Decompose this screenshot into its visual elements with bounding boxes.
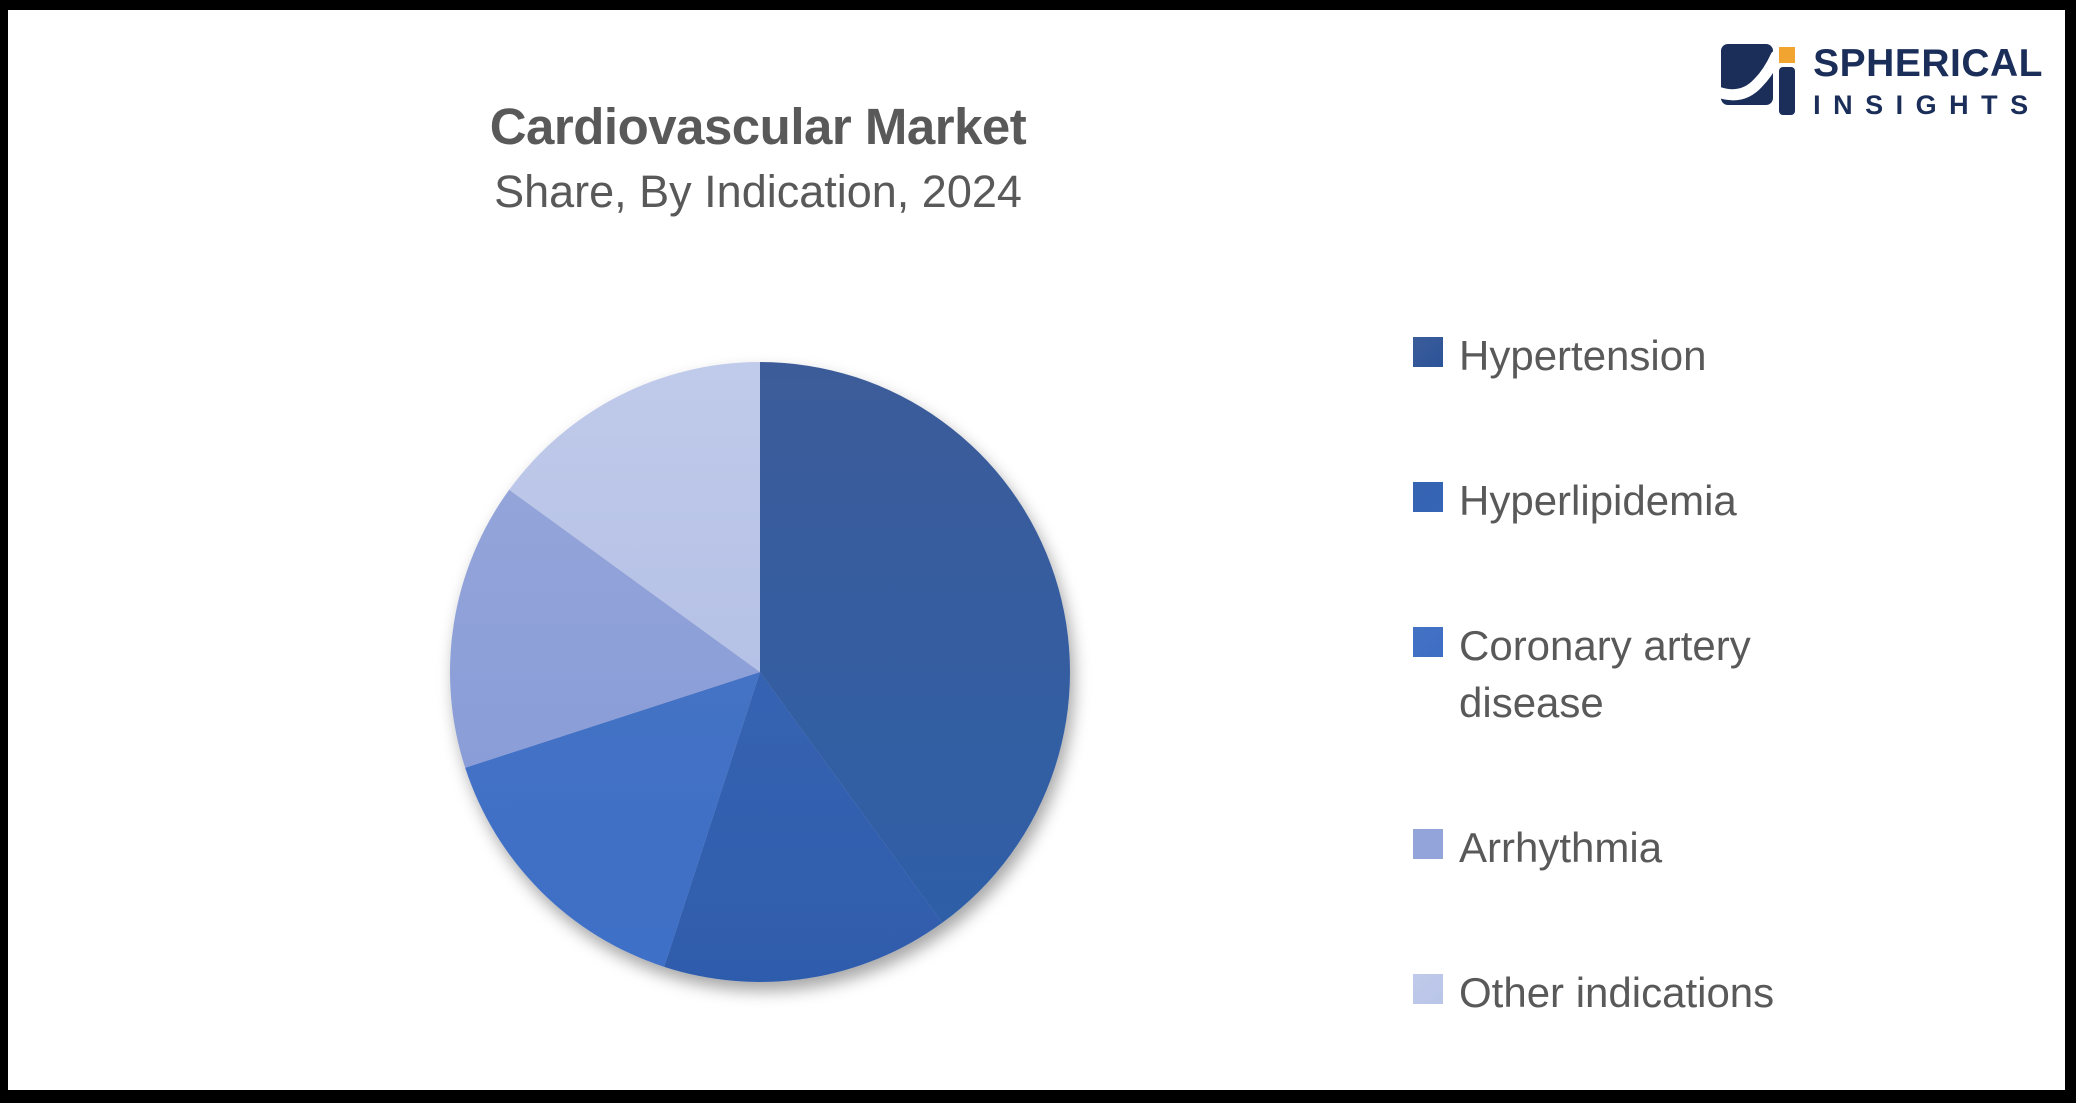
chart-title: Cardiovascular Market — [489, 98, 1027, 155]
slide-background: Cardiovascular Market Share, By Indicati… — [8, 10, 2065, 1090]
pie-chart — [422, 334, 1102, 1014]
legend-swatch — [1413, 974, 1443, 1005]
legend-label: Arrhythmia — [1459, 824, 1663, 872]
logo-wordmark: SPHERICAL INSIGHTS — [1813, 44, 2043, 119]
chart-legend: Hypertension Hyperlipidemia Coronary arter… — [1413, 328, 1845, 1022]
legend-swatch — [1413, 337, 1443, 367]
chart-title-block: Cardiovascular Market Share, By Indicati… — [368, 98, 1148, 221]
chart-subtitle: Share, By Indication, 2024 — [494, 165, 1022, 217]
legend-label: Other indications — [1459, 969, 1775, 1017]
legend-label: Coronary artery disease — [1459, 622, 1751, 726]
legend-item-hyperlipidemia: Hyperlipidemia — [1413, 473, 1845, 530]
spherical-insights-logo: SPHERICAL INSIGHTS — [1721, 44, 2043, 119]
logo-name: SPHERICAL — [1813, 42, 2043, 85]
pie-slice-hyperlipidemia — [664, 672, 943, 983]
pie-slice-coronary-artery-disease — [465, 672, 760, 967]
pie-slice-hypertension — [760, 362, 1071, 923]
legend-label: Hypertension — [1459, 332, 1707, 379]
legend-swatch — [1413, 627, 1443, 658]
pie-slice-other-indications — [509, 362, 760, 672]
spherical-insights-logo-icon — [1721, 44, 1796, 115]
legend-label: Hyperlipidemia — [1459, 477, 1737, 525]
logo-subname: INSIGHTS — [1813, 90, 2041, 120]
legend-swatch — [1413, 482, 1443, 513]
legend-item-hypertension: Hypertension — [1413, 328, 1845, 385]
pie-slice-arrhythmia — [449, 489, 760, 768]
legend-item-coronary-artery-disease: Coronary artery disease — [1413, 618, 1845, 731]
legend-item-arrhythmia: Arrhythmia — [1413, 820, 1845, 877]
legend-swatch — [1413, 829, 1443, 860]
legend-item-other-indications: Other indications — [1413, 965, 1845, 1022]
